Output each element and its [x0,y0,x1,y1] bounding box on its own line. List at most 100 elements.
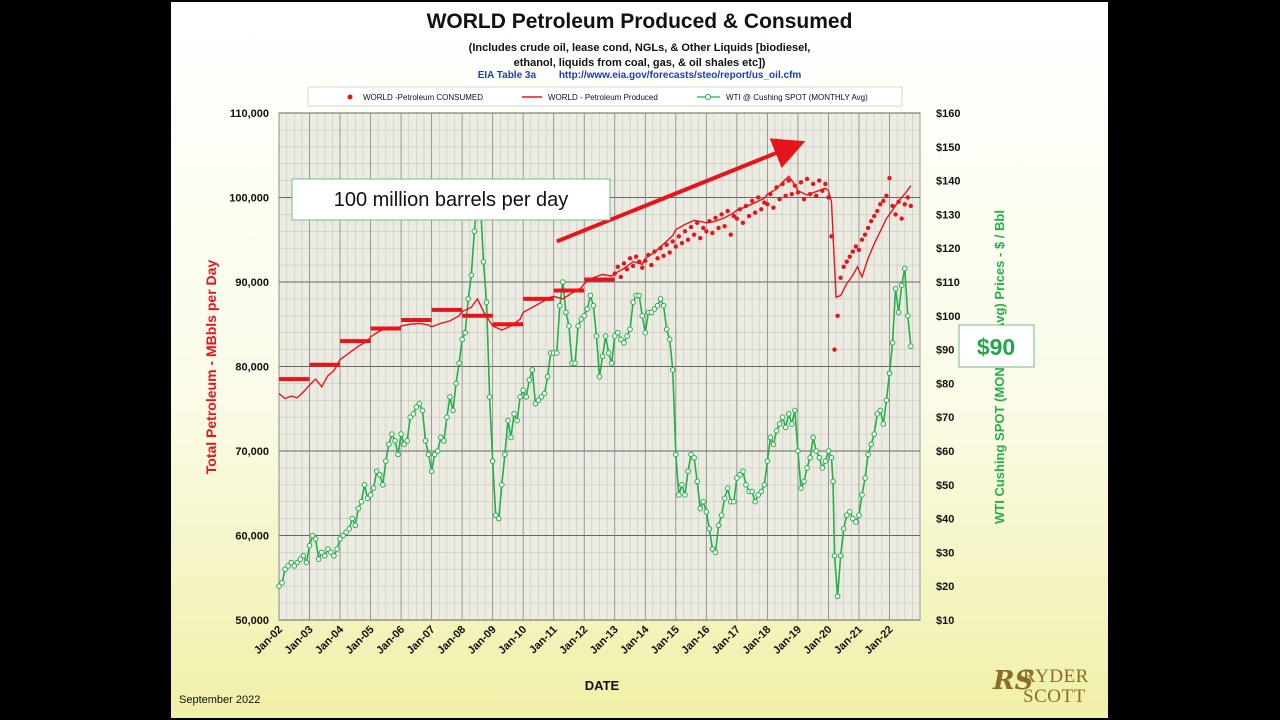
wti-price-point [898,282,905,289]
wti-price-point [526,377,533,383]
wti-price-point [441,438,447,444]
consumed-point [670,239,675,244]
logo-word-2: SCOTT [1023,686,1086,707]
wti-price-point [370,485,377,491]
wti-price-point [288,559,295,566]
wti-price-point [346,525,353,532]
produced-line [278,175,912,400]
wti-price-point [587,292,594,299]
wti-price-point [318,549,325,556]
wti-price-point [538,394,545,400]
wti-price-point [642,329,649,336]
wti-price-point [489,458,496,464]
wti-price-point [654,302,661,309]
wti-price-point [816,454,823,461]
x-tick-label: Jan-11 [527,624,560,657]
consumed-point [734,216,740,221]
wti-price-point [428,468,435,475]
wti-price-point [328,549,334,556]
wti-price-point [810,434,816,441]
wti-price-point [868,441,874,448]
consumed-point [646,252,651,258]
consumed-point [868,218,874,224]
consumed-point [820,188,825,193]
source-url[interactable]: http://www.eia.gov/forecasts/steo/report… [558,70,802,81]
consumed-point [691,232,697,237]
wti-price-point [770,441,777,448]
wti-price-point [627,326,633,333]
consumed-point [832,347,837,352]
consumed-point [728,232,733,237]
wti-price-point [712,549,719,556]
wti-price-point [468,272,475,279]
wti-price-point [553,350,560,356]
consumed-point [633,254,639,259]
wti-price-point [471,228,478,235]
consumed-point [890,203,895,209]
wti-price-point [792,407,798,414]
x-tick-label: Jan-03 [283,624,316,657]
wti-price-point [904,313,911,319]
wti-price-point [306,542,313,549]
wti-price-point [544,373,551,380]
consumed-point [884,193,889,199]
legend-consumed-marker [347,94,353,100]
consumed-point [768,191,773,197]
wti-price-point [666,336,673,343]
wti-price-point [660,302,667,309]
wti-price-point [706,525,713,532]
wti-price-point [581,313,588,319]
consumed-point [719,212,724,217]
y2-tick-label: $50 [936,480,954,492]
wti-price-point [691,454,697,461]
consumed-point [737,207,743,212]
chart-title: WORLD Petroleum Produced & Consumed [426,10,853,33]
wti-price-point [773,427,780,434]
consumed-point [905,195,910,200]
legend-wti-label: WTI @ Cushing SPOT (MONTHLY Avg) [726,93,868,102]
wti-price-point [590,302,597,309]
consumed-point [752,210,758,215]
x-tick-label: Jan-14 [618,623,652,657]
wti-price-point [383,458,389,464]
wti-price-point [520,387,526,393]
wti-price-point [340,532,346,539]
x-tick-label: Jan-05 [344,624,377,657]
consumed-point [814,193,819,199]
x-tick-label: Jan-16 [679,624,712,657]
wti-price-point [709,546,716,552]
wti-price-point [575,323,581,329]
wti-price-point [850,515,856,522]
consumed-point [725,208,730,214]
wti-price-point [456,360,462,366]
wti-price-point [373,468,380,475]
consumed-point [801,196,807,202]
wti-price-point [789,421,795,427]
wti-price-point [636,292,642,299]
consumed-point [756,195,761,200]
wti-price-point [679,482,685,488]
y2-tick-label: $60 [936,446,954,458]
wti-price-point [877,407,884,414]
y2-tick-label: $120 [936,243,960,255]
subtitle-line-2: ethanol, liquids from coal, gas, & oil s… [513,57,766,69]
x-tick-label: Jan-10 [496,624,529,657]
consumed-point [722,224,727,229]
consumed-point [847,254,852,259]
consumed-point [676,234,682,239]
wti-price-point [599,353,606,360]
wti-price-point [731,498,737,505]
consumed-point [704,229,709,234]
consumed-point [771,205,776,210]
wti-price-point [749,488,755,495]
logo-word-1: RYDER [1023,666,1089,687]
wti-price-point [782,424,789,431]
wti-price-point [615,329,621,336]
y2-tick-label: $40 [936,514,954,526]
consumed-point [807,191,813,197]
price-annotation-box [958,324,1035,368]
wti-price-point [416,400,423,407]
wti-price-point [459,336,465,343]
consumed-point [780,181,785,187]
wti-price-point [785,411,792,417]
